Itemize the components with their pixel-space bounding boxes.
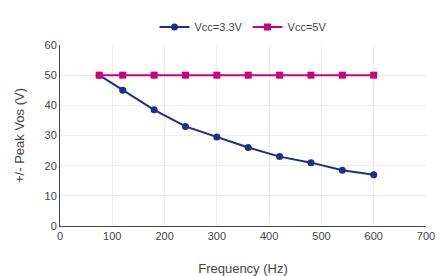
svg-text:0: 0 xyxy=(51,220,57,232)
svg-text:200: 200 xyxy=(155,230,173,242)
svg-text:30: 30 xyxy=(45,129,57,141)
svg-text:400: 400 xyxy=(260,230,278,242)
svg-text:0: 0 xyxy=(57,230,63,242)
svg-text:100: 100 xyxy=(103,230,121,242)
svg-text:40: 40 xyxy=(45,99,57,111)
svg-text:10: 10 xyxy=(45,190,57,202)
svg-text:20: 20 xyxy=(45,160,57,172)
svg-text:300: 300 xyxy=(208,230,226,242)
svg-text:+/- Peak Vos (V): +/- Peak Vos (V) xyxy=(12,88,27,183)
svg-text:700: 700 xyxy=(417,230,435,242)
svg-text:600: 600 xyxy=(365,230,383,242)
svg-text:500: 500 xyxy=(312,230,330,242)
svg-text:Vcc=3.3V: Vcc=3.3V xyxy=(195,21,243,33)
svg-text:60: 60 xyxy=(45,39,57,51)
svg-text:Vcc=5V: Vcc=5V xyxy=(288,21,327,33)
svg-text:50: 50 xyxy=(45,69,57,81)
svg-text:Frequency (Hz): Frequency (Hz) xyxy=(198,261,288,276)
